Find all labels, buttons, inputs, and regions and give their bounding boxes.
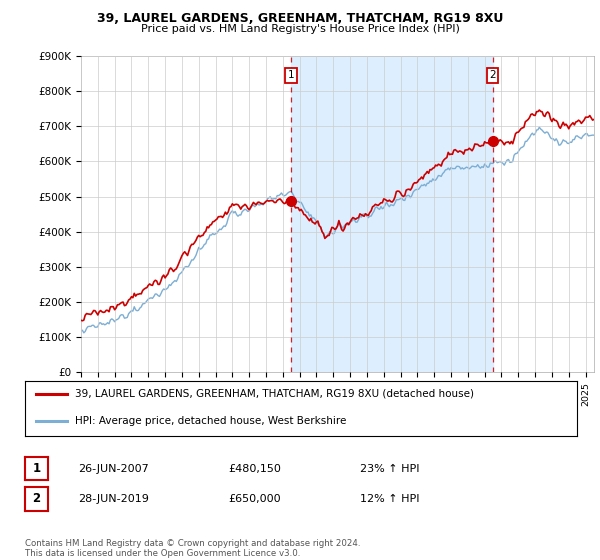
Text: 12% ↑ HPI: 12% ↑ HPI <box>360 494 419 504</box>
Text: 39, LAUREL GARDENS, GREENHAM, THATCHAM, RG19 8XU (detached house): 39, LAUREL GARDENS, GREENHAM, THATCHAM, … <box>75 389 474 399</box>
Text: Price paid vs. HM Land Registry's House Price Index (HPI): Price paid vs. HM Land Registry's House … <box>140 24 460 34</box>
Text: £650,000: £650,000 <box>228 494 281 504</box>
Text: Contains HM Land Registry data © Crown copyright and database right 2024.
This d: Contains HM Land Registry data © Crown c… <box>25 539 361 558</box>
Text: 28-JUN-2019: 28-JUN-2019 <box>78 494 149 504</box>
Text: 2: 2 <box>490 71 496 80</box>
Text: £480,150: £480,150 <box>228 464 281 474</box>
Bar <box>291 56 493 372</box>
Text: 39, LAUREL GARDENS, GREENHAM, THATCHAM, RG19 8XU: 39, LAUREL GARDENS, GREENHAM, THATCHAM, … <box>97 12 503 25</box>
Text: HPI: Average price, detached house, West Berkshire: HPI: Average price, detached house, West… <box>75 417 346 426</box>
Text: 26-JUN-2007: 26-JUN-2007 <box>78 464 149 474</box>
Text: 2: 2 <box>32 492 41 506</box>
Text: 1: 1 <box>32 462 41 475</box>
Text: 23% ↑ HPI: 23% ↑ HPI <box>360 464 419 474</box>
Text: 1: 1 <box>287 71 294 80</box>
